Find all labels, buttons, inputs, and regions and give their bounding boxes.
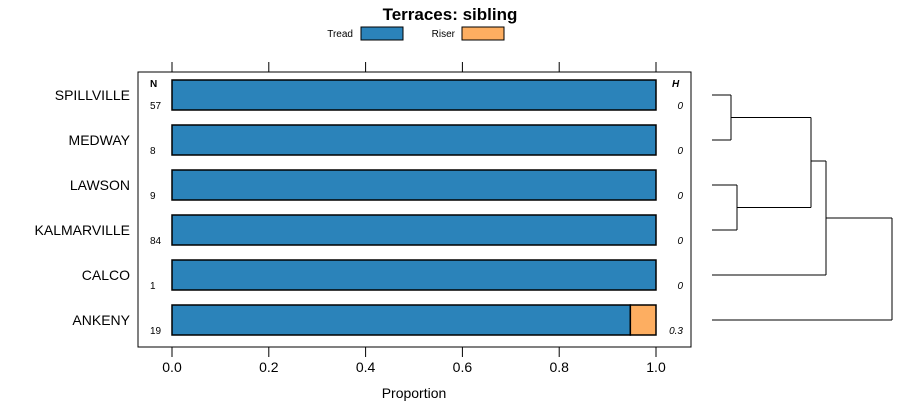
bar-segment-tread	[171, 304, 632, 336]
bar-segment-tread	[171, 124, 657, 156]
h-value: 0	[677, 101, 683, 112]
legend-swatch-riser	[461, 26, 505, 41]
bar-row: KALMARVILLE 84 0	[35, 214, 683, 247]
category-label: KALMARVILLE	[35, 222, 130, 238]
n-value: 84	[150, 236, 162, 247]
x-tick-label: 0.4	[356, 359, 376, 375]
bar-row: MEDWAY 8 0	[69, 124, 683, 157]
category-label: CALCO	[82, 267, 130, 283]
x-axis-label: Proportion	[382, 385, 447, 401]
n-header: N	[150, 79, 157, 90]
n-value: 1	[150, 281, 156, 292]
h-value: 0	[677, 281, 683, 292]
bar-row: SPILLVILLE 57 0	[55, 79, 683, 112]
category-label: LAWSON	[70, 177, 130, 193]
legend-label-riser: Riser	[432, 29, 456, 40]
n-value: 9	[150, 191, 156, 202]
bar-segment-tread	[171, 169, 657, 201]
n-value: 57	[150, 101, 162, 112]
h-header: H	[672, 79, 680, 90]
dendrogram	[712, 94, 893, 321]
bar-row: ANKENY 19 0.3	[72, 304, 683, 337]
x-axis: 0.0 0.2 0.4 0.6 0.8 1.0	[162, 347, 666, 375]
n-value: 19	[150, 326, 162, 337]
category-label: SPILLVILLE	[55, 87, 130, 103]
chart-title: Terraces: sibling	[383, 5, 518, 24]
legend-label-tread: Tread	[327, 29, 353, 40]
h-value: 0	[677, 236, 683, 247]
bar-row: LAWSON 9 0	[70, 169, 683, 202]
category-label: ANKENY	[72, 312, 130, 328]
bar-row: CALCO 1 0	[82, 259, 683, 292]
bar-segment-riser	[629, 304, 657, 336]
x-tick-label: 0.0	[162, 359, 182, 375]
category-label: MEDWAY	[69, 132, 131, 148]
bar-segment-tread	[171, 259, 657, 291]
h-value: 0.3	[669, 326, 683, 337]
h-value: 0	[677, 191, 683, 202]
n-value: 8	[150, 146, 156, 157]
bar-segment-tread	[171, 79, 657, 111]
x-tick-label: 1.0	[646, 359, 666, 375]
bar-segment-tread	[171, 214, 657, 246]
x-tick-label: 0.6	[453, 359, 473, 375]
h-value: 0	[677, 146, 683, 157]
top-ticks	[171, 62, 657, 72]
plot-panel	[137, 71, 692, 348]
x-tick-label: 0.8	[549, 359, 569, 375]
x-tick-label: 0.2	[259, 359, 279, 375]
legend-swatch-tread	[360, 26, 404, 41]
legend: Tread Riser	[327, 26, 505, 41]
